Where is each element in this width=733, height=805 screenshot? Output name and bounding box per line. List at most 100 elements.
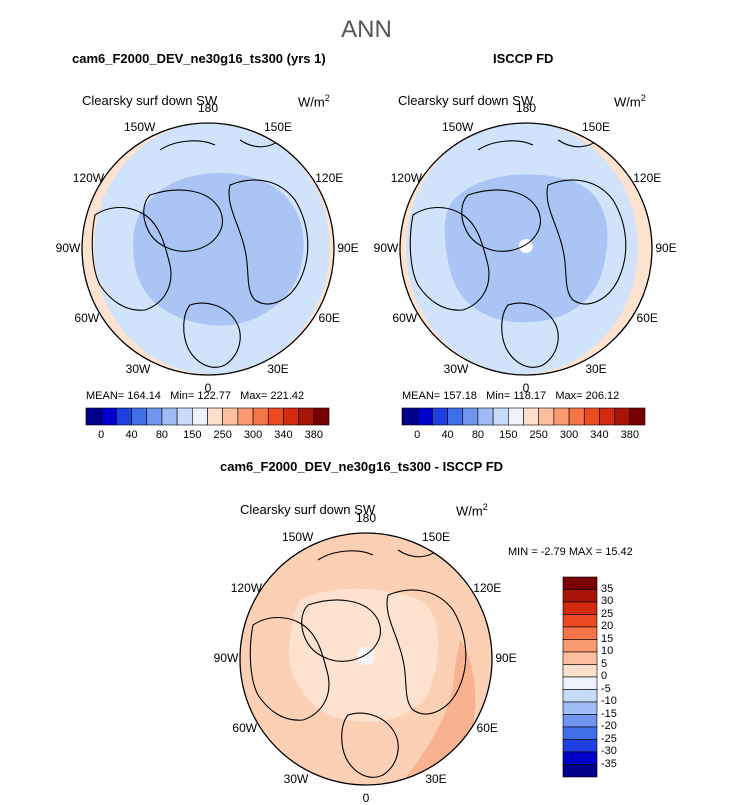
- panel-2-map: [400, 123, 652, 375]
- panel-1-stats: MEAN= 164.14 Min= 122.77 Max= 221.42: [86, 390, 305, 402]
- longitude-label: 150W: [282, 529, 314, 544]
- colorbar-tick-label: 380: [304, 429, 323, 441]
- colorbar-tick-label: 0: [98, 429, 105, 441]
- colorbar-tick-label: 150: [499, 429, 518, 441]
- panel-2-archipelago-outline: [461, 189, 541, 252]
- diff-colorbar-tick-label: -10: [601, 695, 617, 707]
- diff-colorbar-tick-label: -25: [601, 732, 617, 745]
- longitude-label: 90E: [337, 241, 359, 255]
- diff-colorbar-swatch: [562, 764, 598, 778]
- colorbar-swatch: [477, 407, 494, 426]
- diff-variable: Clearsky surf down SW: [240, 502, 376, 517]
- longitude-label: 0: [204, 381, 212, 395]
- longitude-label: 60W: [392, 311, 418, 325]
- panel-2-stats: MEAN= 157.18 Min= 118.17 Max= 206.12: [402, 390, 620, 402]
- colorbar-swatch: [116, 407, 132, 426]
- longitude-label: 90W: [55, 241, 81, 255]
- diff-colorbar-tick-label: -5: [601, 682, 611, 695]
- colorbar-tick-label: 0: [414, 429, 421, 441]
- longitude-label: 120E: [315, 171, 344, 185]
- longitude-label: 150W: [124, 119, 156, 134]
- colorbar-swatch: [100, 407, 117, 426]
- diff-colorbar: [562, 576, 598, 778]
- diff-colorbar-swatch: [562, 689, 598, 703]
- diff-colorbar-tick-label: -15: [601, 707, 617, 720]
- panel-1-europe-outline: [183, 302, 241, 368]
- colorbar-swatch: [176, 407, 193, 426]
- diff-colorbar-tick-label: 25: [601, 607, 614, 620]
- colorbar-swatch: [401, 407, 418, 426]
- colorbar-swatch: [432, 407, 448, 426]
- panel-1-archipelago-outline: [143, 189, 223, 252]
- diff-colorbar-tick-label: 5: [601, 657, 608, 670]
- colorbar-swatch: [508, 407, 524, 426]
- longitude-label: 150E: [582, 119, 611, 134]
- diff-europe-outline: [341, 712, 399, 778]
- longitude-label: 0: [522, 381, 530, 395]
- colorbar-tick-label: 380: [620, 429, 639, 441]
- panel-1-greenland-outline: [91, 206, 172, 311]
- diff-map: [240, 533, 492, 785]
- panel-2-greenland-outline: [409, 206, 490, 311]
- longitude-label: 60W: [232, 721, 258, 735]
- diff-colorbar-swatch: [562, 651, 598, 665]
- longitude-label: 150E: [264, 119, 293, 134]
- colorbar-swatch: [222, 407, 239, 426]
- colorbar-swatch: [252, 407, 269, 426]
- colorbar-swatch: [313, 407, 330, 426]
- diff-colorbar-swatch: [562, 751, 598, 765]
- longitude-label: 120E: [473, 581, 502, 595]
- longitude-label: 30W: [443, 362, 469, 377]
- longitude-label: 30E: [267, 362, 289, 377]
- colorbar-tick-label: 150: [183, 429, 202, 441]
- colorbar-swatch: [523, 407, 539, 426]
- colorbar-swatch: [492, 407, 509, 426]
- longitude-label: 150W: [442, 119, 474, 134]
- diff-colorbar-swatch: [562, 676, 598, 690]
- longitude-label: 90W: [213, 651, 239, 665]
- diff-colorbar-tick-label: 15: [601, 632, 614, 645]
- panel-2-units: W/m2: [614, 93, 646, 110]
- colorbar-swatch: [298, 407, 315, 426]
- diff-colorbar-swatch: [562, 576, 598, 590]
- panel-1-title: cam6_F2000_DEV_ne30g16_ts300 (yrs 1): [72, 51, 326, 66]
- panel-1-colorbar: [85, 407, 330, 426]
- colorbar-tick-label: 80: [155, 429, 169, 441]
- colorbar-swatch: [161, 407, 178, 426]
- colorbar-swatch: [267, 407, 284, 426]
- diff-colorbar-swatch: [562, 664, 598, 678]
- panel-1-units: W/m2: [298, 93, 330, 110]
- colorbar-tick-label: 300: [559, 429, 579, 441]
- panel-2-map-border: [399, 122, 653, 376]
- colorbar-swatch: [583, 407, 600, 426]
- diff-colorbar-tick-label: -30: [601, 745, 617, 757]
- longitude-label: 0: [362, 791, 370, 805]
- panel-2-siberia-outline: [546, 179, 627, 305]
- diff-colorbar-swatch: [562, 614, 598, 628]
- panel-1-variable: Clearsky surf down SW: [82, 93, 218, 108]
- colorbar-tick-label: 80: [471, 429, 485, 441]
- longitude-label: 120W: [230, 581, 263, 595]
- longitude-label: 120W: [390, 171, 423, 185]
- panel-2-title: ISCCP FD: [493, 51, 554, 66]
- panel-1-map-border: [81, 122, 335, 376]
- diff-units: W/m2: [456, 502, 488, 519]
- panel-2-variable: Clearsky surf down SW: [398, 93, 534, 108]
- longitude-label: 90E: [655, 241, 677, 255]
- colorbar-tick-label: 250: [529, 429, 548, 441]
- colorbar-swatch: [131, 407, 148, 426]
- colorbar-swatch: [283, 407, 299, 426]
- diff-colorbar-tick-label: 35: [601, 582, 614, 595]
- diff-colorbar-swatch: [562, 601, 598, 615]
- diff-colorbar-swatch: [562, 714, 598, 728]
- longitude-label: 90W: [373, 241, 399, 255]
- diff-colorbar-tick-label: 20: [601, 620, 614, 632]
- longitude-label: 60E: [318, 311, 340, 325]
- longitude-label: 30E: [585, 362, 607, 377]
- diff-colorbar-swatch: [562, 726, 598, 740]
- colorbar-swatch: [192, 407, 208, 426]
- colorbar-swatch: [568, 407, 585, 426]
- colorbar-swatch: [629, 407, 646, 426]
